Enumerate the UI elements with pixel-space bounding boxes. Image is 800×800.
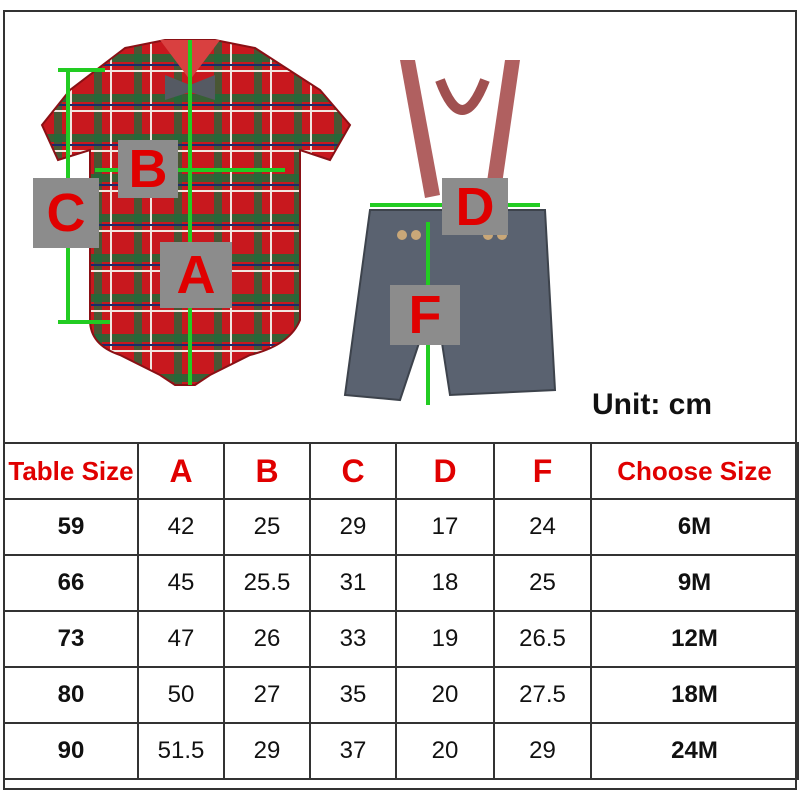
header-choose-size: Choose Size — [590, 442, 799, 500]
table-cell: 26.5 — [493, 610, 592, 668]
table-cell: 73 — [3, 610, 139, 668]
header-table-size: Table Size — [3, 442, 139, 500]
table-cell: 90 — [3, 722, 139, 780]
table-cell: 33 — [309, 610, 397, 668]
table-cell: 25 — [493, 554, 592, 612]
table-cell: 27 — [223, 666, 311, 724]
table-cell: 29 — [493, 722, 592, 780]
table-cell: 27.5 — [493, 666, 592, 724]
table-cell: 20 — [395, 666, 495, 724]
table-cell: 9M — [590, 554, 799, 612]
size-chart-frame — [3, 10, 797, 790]
header-a: A — [137, 442, 225, 500]
table-cell: 17 — [395, 498, 495, 556]
table-cell: 20 — [395, 722, 495, 780]
table-cell: 59 — [3, 498, 139, 556]
table-cell: 37 — [309, 722, 397, 780]
table-cell: 29 — [309, 498, 397, 556]
label-b: B — [118, 139, 178, 199]
unit-label: Unit: cm — [592, 388, 712, 421]
table-row: 66 45 25.5 31 18 25 9M — [3, 554, 799, 612]
header-b: B — [223, 442, 311, 500]
table-cell: 42 — [137, 498, 225, 556]
label-c: C — [33, 178, 99, 248]
table-cell: 47 — [137, 610, 225, 668]
table-cell: 24 — [493, 498, 592, 556]
table-row: 80 50 27 35 20 27.5 18M — [3, 666, 799, 724]
table-cell: 24M — [590, 722, 799, 780]
table-row: 73 47 26 33 19 26.5 12M — [3, 610, 799, 668]
table-row: 59 42 25 29 17 24 6M — [3, 498, 799, 556]
label-f: F — [390, 285, 460, 345]
table-cell: 25 — [223, 498, 311, 556]
product-illustration — [40, 39, 557, 405]
header-d: D — [395, 442, 495, 500]
table-cell: 19 — [395, 610, 495, 668]
label-a: A — [160, 242, 232, 308]
table-cell: 66 — [3, 554, 139, 612]
table-cell: 25.5 — [223, 554, 311, 612]
table-cell: 18 — [395, 554, 495, 612]
table-cell: 6M — [590, 498, 799, 556]
table-cell: 80 — [3, 666, 139, 724]
table-cell: 18M — [590, 666, 799, 724]
size-table: Table Size A B C D F Choose Size 59 42 25 2… — [3, 442, 799, 780]
table-cell: 51.5 — [137, 722, 225, 780]
table-cell: 50 — [137, 666, 225, 724]
header-f: F — [493, 442, 592, 500]
table-cell: 45 — [137, 554, 225, 612]
table-header-row: Table Size A B C D F Choose Size — [3, 442, 799, 500]
table-cell: 26 — [223, 610, 311, 668]
table-cell: 29 — [223, 722, 311, 780]
table-cell: 35 — [309, 666, 397, 724]
table-cell: 31 — [309, 554, 397, 612]
header-c: C — [309, 442, 397, 500]
table-row: 90 51.5 29 37 20 29 24M — [3, 722, 799, 780]
table-cell: 12M — [590, 610, 799, 668]
label-d: D — [442, 177, 508, 237]
